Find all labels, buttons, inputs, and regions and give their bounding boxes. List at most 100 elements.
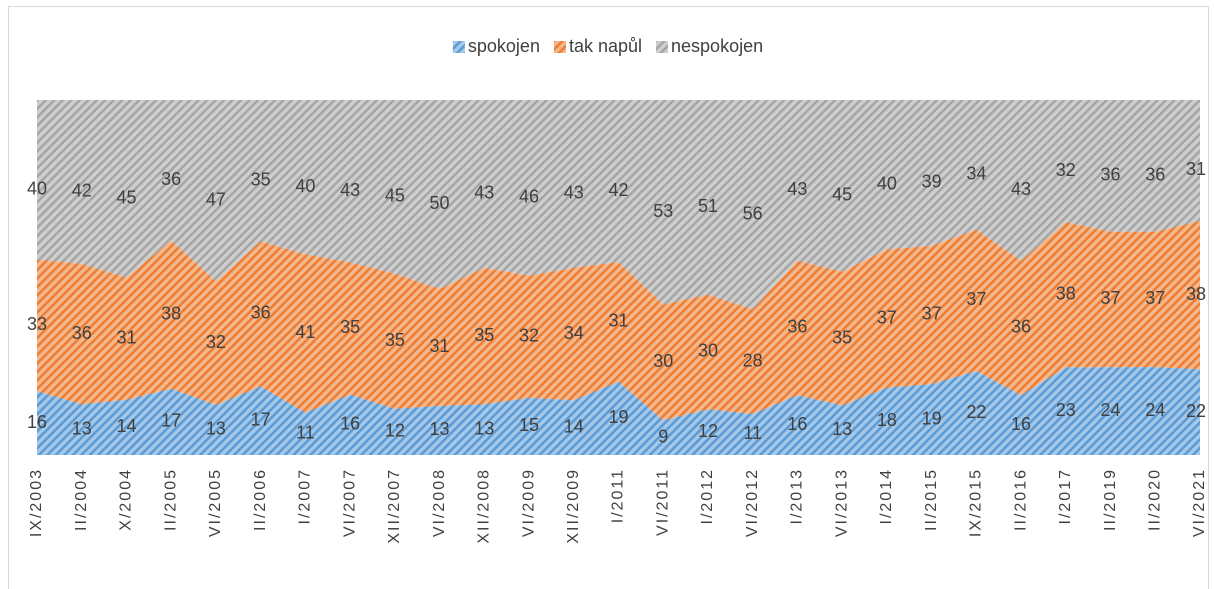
x-tick-label: I/2012 (699, 468, 716, 524)
data-label: 12 (698, 421, 718, 441)
data-label: 41 (295, 322, 315, 342)
legend-label: spokojen (468, 36, 540, 56)
data-label: 31 (430, 336, 450, 356)
data-label: 36 (1101, 165, 1121, 185)
data-label: 18 (877, 410, 897, 430)
data-label: 14 (564, 416, 584, 436)
data-label: 45 (832, 185, 852, 205)
data-label: 43 (474, 183, 494, 203)
data-label: 56 (743, 203, 763, 223)
data-label: 11 (296, 423, 315, 443)
x-tick-label: IX/2015 (968, 468, 985, 537)
data-label: 35 (340, 317, 360, 337)
data-label: 35 (251, 169, 271, 189)
data-label: 40 (877, 173, 897, 193)
x-tick-label: II/2020 (1146, 468, 1163, 531)
data-label: 36 (72, 323, 92, 343)
x-tick-label: II/2004 (73, 468, 90, 531)
data-label: 13 (832, 419, 852, 439)
x-tick-label: VI/2008 (431, 468, 448, 537)
data-label: 37 (1101, 288, 1121, 308)
data-label: 31 (116, 327, 136, 347)
x-tick-label: I/2017 (1057, 468, 1074, 524)
data-label: 47 (206, 189, 226, 209)
data-label: 16 (340, 414, 360, 434)
data-label: 19 (608, 407, 628, 427)
data-label: 37 (1145, 288, 1165, 308)
data-label: 19 (922, 408, 942, 428)
data-label: 13 (206, 419, 226, 439)
data-label: 51 (698, 196, 718, 216)
data-label: 12 (385, 421, 405, 441)
data-label: 43 (564, 183, 584, 203)
x-tick-label: II/2006 (252, 468, 269, 531)
data-label: 36 (787, 317, 807, 337)
x-tick-label: VI/2021 (1191, 468, 1208, 537)
area (37, 220, 1200, 421)
data-label: 46 (519, 187, 539, 207)
x-tick-label: II/2015 (923, 468, 940, 531)
data-label: 28 (743, 350, 763, 370)
data-label: 16 (27, 412, 47, 432)
data-label: 13 (430, 419, 450, 439)
data-label: 17 (161, 411, 181, 431)
legend-swatch (553, 41, 566, 53)
x-tick-label: II/2016 (1012, 468, 1029, 531)
data-label: 22 (1186, 401, 1206, 421)
data-label: 45 (116, 188, 136, 208)
area (37, 100, 1200, 310)
legend-swatch (656, 41, 669, 53)
data-label: 11 (743, 423, 762, 443)
x-tick-label: VI/2013 (833, 468, 850, 537)
x-tick-label: XII/2008 (476, 468, 493, 544)
x-tick-label: I/2014 (878, 468, 895, 524)
x-tick-label: I/2013 (789, 468, 806, 524)
data-label: 32 (1056, 160, 1076, 180)
data-label: 40 (295, 176, 315, 196)
x-tick-label: X/2004 (118, 468, 135, 531)
data-label: 22 (966, 402, 986, 422)
x-tick-label: VI/2005 (207, 468, 224, 537)
x-tick-label: XII/2007 (386, 468, 403, 544)
data-label: 24 (1101, 400, 1121, 420)
x-tick-label: VI/2011 (654, 468, 671, 536)
data-label: 31 (608, 311, 628, 331)
chart-border (8, 6, 1209, 589)
data-label: 50 (430, 193, 450, 213)
x-tick-label: II/2019 (1102, 468, 1119, 531)
data-label: 36 (1011, 317, 1031, 337)
legend-label: tak napůl (569, 36, 642, 56)
x-tick-label: I/2007 (297, 468, 314, 524)
data-label: 37 (922, 304, 942, 324)
data-label: 43 (340, 180, 360, 200)
data-label: 43 (787, 179, 807, 199)
legend-swatch (452, 41, 465, 53)
data-label: 35 (385, 330, 405, 350)
data-label: 42 (72, 181, 92, 201)
data-label: 36 (251, 303, 271, 323)
data-label: 36 (161, 169, 181, 189)
data-label: 32 (519, 325, 539, 345)
data-label: 45 (385, 186, 405, 206)
x-tick-label: VI/2012 (744, 468, 761, 537)
area (37, 367, 1200, 455)
data-label: 43 (1011, 179, 1031, 199)
data-label: 37 (966, 289, 986, 309)
data-label: 16 (1011, 414, 1031, 434)
data-label: 32 (206, 332, 226, 352)
data-label: 38 (1056, 283, 1076, 303)
data-label: 35 (474, 325, 494, 345)
data-label: 34 (966, 164, 986, 184)
data-label: 31 (1186, 159, 1206, 179)
data-label: 30 (653, 351, 673, 371)
data-label: 53 (653, 201, 673, 221)
x-tick-label: VI/2009 (520, 468, 537, 537)
data-label: 24 (1145, 400, 1165, 420)
data-label: 38 (161, 303, 181, 323)
x-tick-label: IX/2003 (28, 468, 45, 537)
data-label: 13 (72, 418, 92, 438)
x-tick-label: I/2011 (610, 468, 627, 523)
data-label: 14 (116, 416, 136, 436)
data-label: 15 (519, 415, 539, 435)
